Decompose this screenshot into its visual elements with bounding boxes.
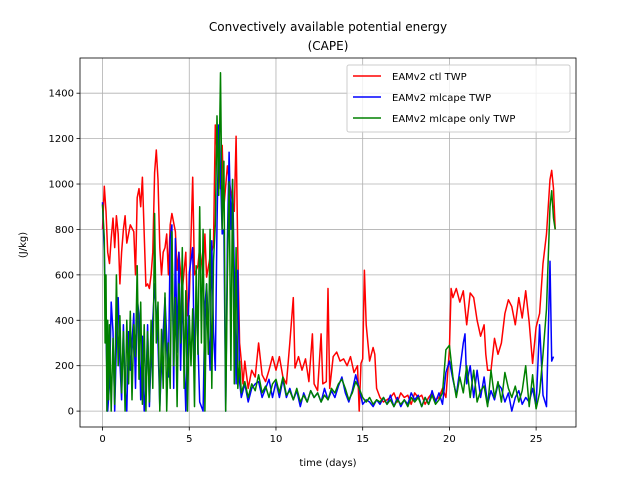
x-tick-label: 10 xyxy=(270,434,283,445)
series-lines xyxy=(101,72,556,412)
legend-box xyxy=(346,64,571,133)
y-axis-ticks: 0 200 400 600 800 1000 1200 1400 xyxy=(49,89,80,418)
y-tick-label: 800 xyxy=(55,225,74,236)
x-axis-label: time (days) xyxy=(299,458,356,469)
x-axis-ticks: 0 5 10 15 20 25 xyxy=(99,427,542,445)
y-tick-label: 0 xyxy=(68,407,74,418)
chart-title-line2: (CAPE) xyxy=(308,39,349,53)
y-tick-label: 400 xyxy=(55,316,74,327)
y-tick-label: 600 xyxy=(55,270,74,281)
legend-entry: EAMv2 mlcape TWP xyxy=(392,93,491,104)
legend-entry: EAMv2 ctl TWP xyxy=(392,72,467,83)
chart-title-line1: Convectively available potential energy xyxy=(209,20,447,34)
series-line-eamv2-mlcape-only-twp xyxy=(101,72,556,412)
legend-entry: EAMv2 mlcape only TWP xyxy=(392,114,515,125)
x-tick-label: 15 xyxy=(356,434,369,445)
y-tick-label: 200 xyxy=(55,361,74,372)
series-line-eamv2-ctl-twp xyxy=(101,124,556,412)
x-tick-label: 0 xyxy=(99,434,105,445)
y-tick-label: 1400 xyxy=(49,89,74,100)
x-tick-label: 25 xyxy=(530,434,543,445)
y-axis-label: (J/kg) xyxy=(18,232,29,258)
x-tick-label: 20 xyxy=(443,434,456,445)
plot-frame xyxy=(79,57,577,428)
x-tick-label: 5 xyxy=(186,434,192,445)
legend: EAMv2 ctl TWP EAMv2 mlcape TWP EAMv2 mlcap… xyxy=(346,64,571,133)
y-tick-label: 1000 xyxy=(49,180,74,191)
y-tick-label: 1200 xyxy=(49,134,74,145)
